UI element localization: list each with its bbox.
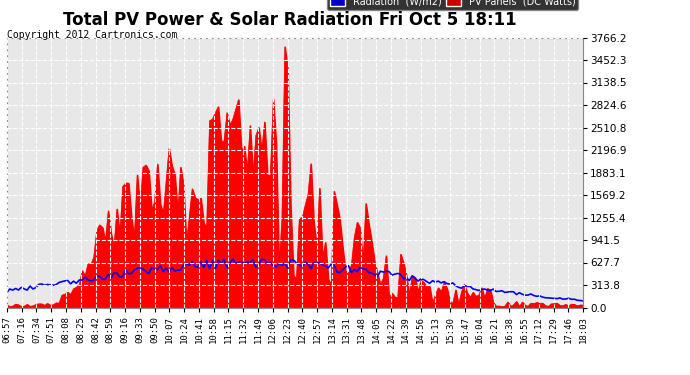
Text: Total PV Power & Solar Radiation Fri Oct 5 18:11: Total PV Power & Solar Radiation Fri Oct… — [63, 11, 517, 29]
Text: Copyright 2012 Cartronics.com: Copyright 2012 Cartronics.com — [7, 30, 177, 40]
Legend: Radiation  (W/m2), PV Panels  (DC Watts): Radiation (W/m2), PV Panels (DC Watts) — [327, 0, 578, 10]
